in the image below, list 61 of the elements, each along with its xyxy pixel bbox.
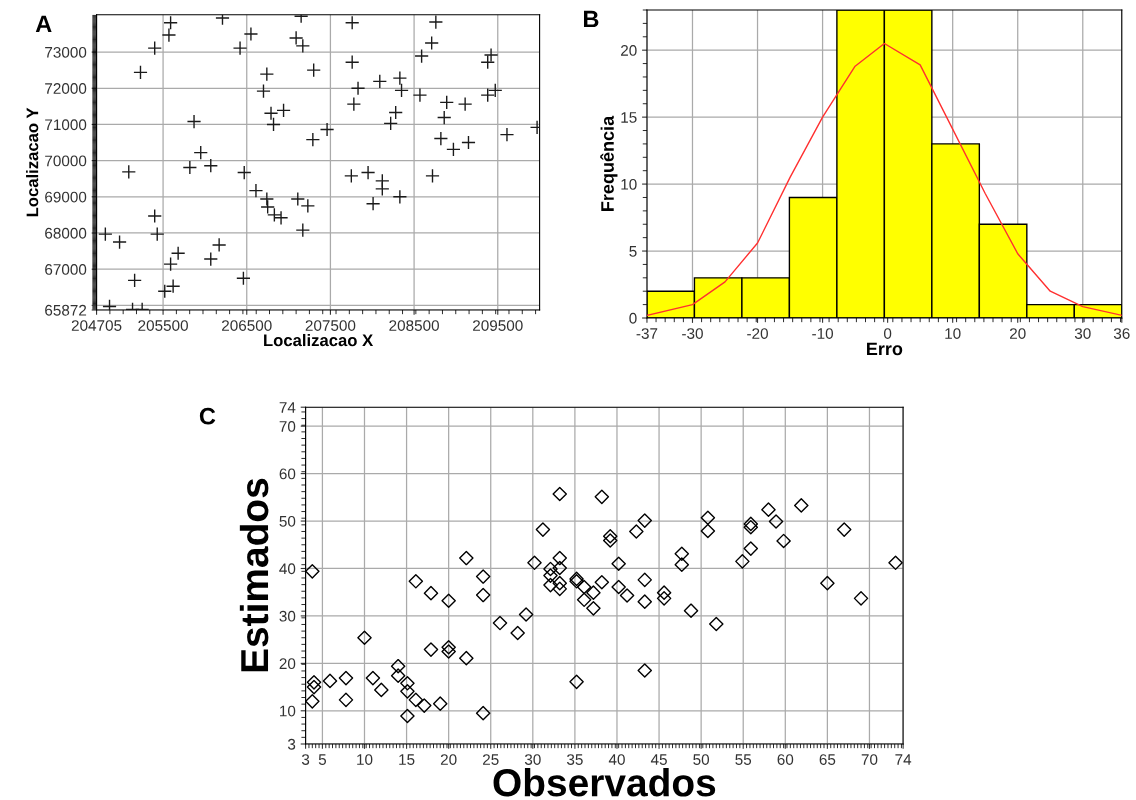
y-tick-label: 10 xyxy=(621,178,637,190)
chart-title: B xyxy=(583,10,599,28)
x-tick-label: 204705 xyxy=(71,320,122,331)
x-tick-label: 65 xyxy=(819,754,836,765)
y-tick-label: 65872 xyxy=(45,304,87,316)
x-tick-label: 40 xyxy=(608,754,625,765)
y-tick-label: 20 xyxy=(621,45,637,56)
y-tick-label: 20 xyxy=(279,658,296,670)
x-tick-label: 70 xyxy=(861,754,878,765)
x-tick-label: 207500 xyxy=(305,320,356,331)
x-tick-label: 10 xyxy=(357,754,373,765)
y-tick-label: 50 xyxy=(279,515,296,527)
y-tick-label: 71000 xyxy=(45,119,87,131)
y-axis-title: Frequência xyxy=(600,115,618,211)
x-axis-title: Observados xyxy=(493,767,716,797)
y-tick-label: 3 xyxy=(287,738,296,750)
y-tick-label: 15 xyxy=(621,112,637,123)
x-tick-label: 45 xyxy=(650,754,667,765)
x-tick-label: 10 xyxy=(945,328,961,339)
x-tick-label: 208500 xyxy=(389,320,439,331)
y-tick-label: 30 xyxy=(279,610,296,622)
x-tick-label: 209500 xyxy=(473,320,523,331)
x-tick-label: 3 xyxy=(301,754,310,765)
y-tick-label: 70000 xyxy=(45,155,87,167)
x-tick-label: 30 xyxy=(1074,328,1091,339)
y-tick-label: 70 xyxy=(279,421,296,432)
x-tick-label: -30 xyxy=(682,328,703,339)
x-tick-label: 35 xyxy=(566,754,583,765)
chart-title: C xyxy=(199,407,216,425)
x-tick-label: 20 xyxy=(440,754,457,765)
y-tick-label: 5 xyxy=(629,246,637,257)
x-tick-label: -37 xyxy=(636,328,658,339)
y-axis-title: Localizacao Y xyxy=(26,107,39,217)
y-axis-title: Estimados xyxy=(239,478,269,672)
x-tick-label: 30 xyxy=(524,754,541,765)
x-tick-label: 206500 xyxy=(222,320,272,331)
x-tick-label: 50 xyxy=(693,754,710,765)
x-tick-label: 15 xyxy=(399,754,415,765)
x-tick-label: 36 xyxy=(1113,328,1130,339)
x-tick-label: -10 xyxy=(812,328,834,339)
x-tick-label: 25 xyxy=(483,754,499,765)
x-tick-label: 55 xyxy=(735,754,752,765)
y-tick-label: 40 xyxy=(279,563,296,575)
x-tick-label: 5 xyxy=(318,754,327,765)
y-tick-label: 74 xyxy=(279,402,296,413)
y-tick-label: 69000 xyxy=(45,191,87,203)
chart-title: A xyxy=(35,15,52,32)
x-axis-title: Localizacao X xyxy=(264,333,374,347)
x-tick-label: 205500 xyxy=(138,320,188,331)
y-tick-label: 73000 xyxy=(45,46,87,58)
x-tick-label: 74 xyxy=(895,754,912,765)
x-tick-label: -20 xyxy=(747,328,768,339)
x-tick-label: 0 xyxy=(883,328,892,339)
y-tick-label: 10 xyxy=(280,705,296,717)
y-tick-label: 72000 xyxy=(45,83,87,94)
x-tick-label: 20 xyxy=(1010,328,1026,339)
y-tick-label: 68000 xyxy=(45,227,87,239)
x-axis-title: Erro xyxy=(867,342,903,356)
x-tick-label: 60 xyxy=(777,754,794,765)
y-tick-label: 60 xyxy=(279,468,296,480)
y-tick-label: 67000 xyxy=(45,264,87,275)
